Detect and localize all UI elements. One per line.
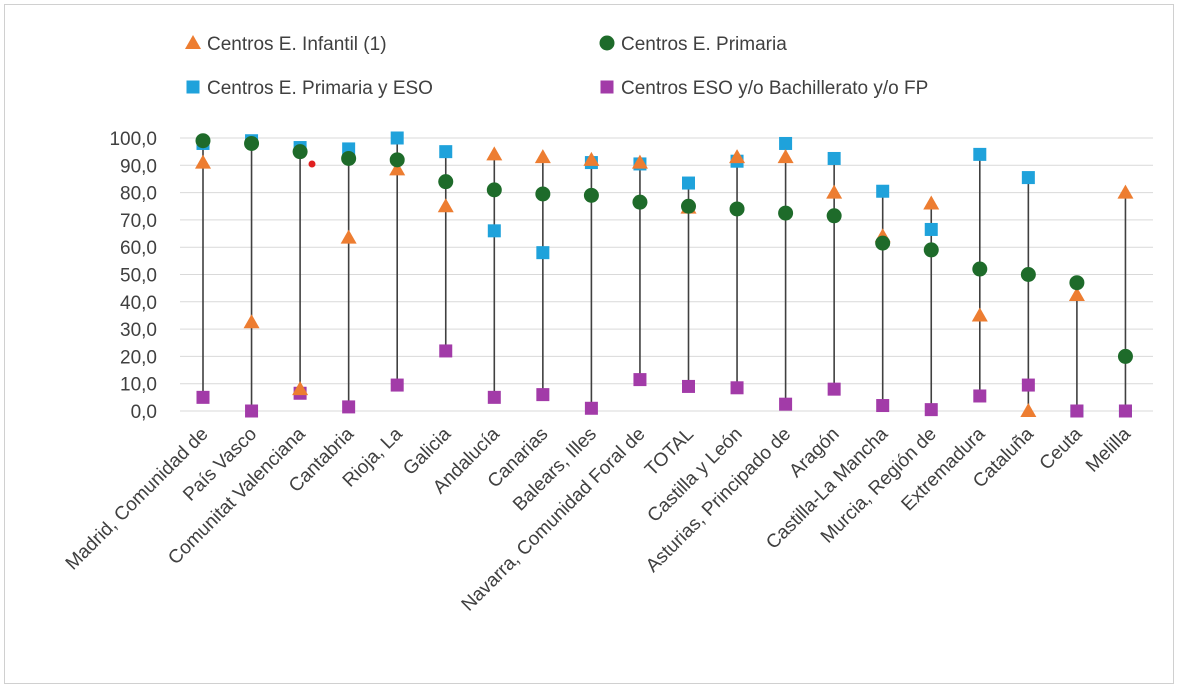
legend-marker	[186, 80, 200, 94]
data-point	[583, 151, 600, 166]
drop-lines	[202, 138, 1127, 411]
y-tick-label: 100,0	[109, 129, 157, 150]
data-point	[534, 149, 551, 164]
legend-marker	[185, 35, 201, 49]
data-point	[389, 152, 405, 168]
data-markers	[195, 131, 1134, 418]
data-point	[729, 149, 746, 164]
legend-marker	[600, 80, 614, 94]
data-point	[341, 150, 357, 166]
legend-label: Centros E. Primaria y ESO	[207, 78, 433, 99]
data-point	[827, 382, 841, 396]
data-point	[827, 151, 841, 165]
data-point	[1069, 275, 1085, 291]
data-point	[438, 174, 454, 190]
y-tick-label: 50,0	[120, 266, 157, 287]
data-point	[243, 314, 260, 329]
y-tick-label: 60,0	[120, 238, 157, 259]
data-point	[826, 184, 843, 199]
legend: Centros E. Infantil (1) Centros E. Primar…	[185, 34, 928, 99]
data-point	[971, 307, 988, 322]
data-point	[924, 222, 938, 236]
data-point	[390, 378, 404, 392]
gridlines	[180, 137, 1153, 412]
data-point	[1070, 404, 1084, 418]
data-point	[244, 135, 260, 151]
data-point	[1117, 184, 1134, 199]
data-point	[1020, 267, 1036, 282]
data-point	[730, 381, 744, 395]
data-point	[973, 389, 987, 403]
data-point	[389, 161, 406, 176]
data-point	[682, 379, 695, 393]
data-point	[535, 186, 551, 202]
data-point	[583, 187, 599, 203]
data-point	[633, 373, 647, 387]
chart-frame: Centros E. Infantil (1) Centros E. Primar…	[4, 4, 1174, 684]
data-point	[437, 198, 454, 213]
data-point	[487, 224, 501, 238]
data-point	[777, 149, 794, 164]
data-point	[923, 195, 940, 210]
data-point	[631, 154, 648, 169]
data-point	[536, 246, 550, 260]
data-point	[1117, 348, 1133, 364]
data-point	[195, 133, 211, 149]
data-point	[340, 229, 357, 244]
legend-label: Centros ESO y/o Bachillerato y/o FP	[621, 78, 928, 99]
data-point	[1021, 378, 1035, 392]
data-point	[973, 147, 987, 161]
y-tick-label: 40,0	[120, 293, 157, 314]
x-tick-label: Ceuta	[1036, 423, 1087, 474]
data-point	[584, 401, 598, 415]
data-point	[876, 399, 890, 413]
data-point	[439, 145, 453, 159]
data-point	[536, 388, 550, 402]
y-tick-label: 80,0	[120, 184, 157, 205]
data-point	[729, 201, 745, 217]
data-point	[439, 344, 453, 358]
data-point	[292, 144, 308, 160]
data-point	[681, 198, 696, 214]
data-point	[1021, 171, 1035, 185]
data-point	[779, 136, 793, 150]
data-point	[876, 184, 890, 198]
data-point	[778, 205, 794, 221]
data-point	[390, 131, 404, 145]
y-tick-label: 20,0	[120, 347, 157, 368]
data-point	[292, 381, 309, 396]
stray-red-dot	[308, 160, 316, 168]
data-point	[972, 261, 988, 277]
data-point	[1118, 404, 1132, 418]
data-point	[245, 404, 259, 418]
data-point	[923, 242, 939, 258]
y-tick-label: 0,0	[131, 402, 157, 423]
data-point	[486, 182, 502, 198]
data-point	[1020, 403, 1037, 417]
data-point	[924, 403, 938, 417]
legend-label: Centros E. Primaria	[621, 34, 787, 55]
y-tick-label: 90,0	[120, 156, 157, 177]
data-point	[875, 235, 891, 251]
y-axis-ticks: 0,0 10,0 20,0 30,0 40,0 50,0 60,0 70,0 80,0 90,0 1…	[109, 129, 157, 423]
data-point	[1068, 286, 1085, 301]
data-point	[632, 194, 648, 210]
data-point	[487, 390, 501, 404]
data-point	[779, 397, 793, 411]
y-tick-label: 30,0	[120, 320, 157, 341]
data-point	[196, 390, 210, 404]
data-point	[342, 400, 356, 414]
legend-label: Centros E. Infantil (1)	[207, 34, 387, 55]
y-tick-label: 70,0	[120, 211, 157, 232]
data-point	[195, 154, 211, 169]
data-point	[486, 146, 503, 161]
dot-plot-chart: Centros E. Infantil (1) Centros E. Primar…	[62, 34, 1153, 616]
x-tick-label: Melilla	[1082, 423, 1135, 476]
legend-marker	[599, 35, 615, 51]
y-tick-label: 10,0	[120, 375, 157, 396]
data-point	[826, 208, 842, 224]
data-point	[682, 176, 695, 190]
